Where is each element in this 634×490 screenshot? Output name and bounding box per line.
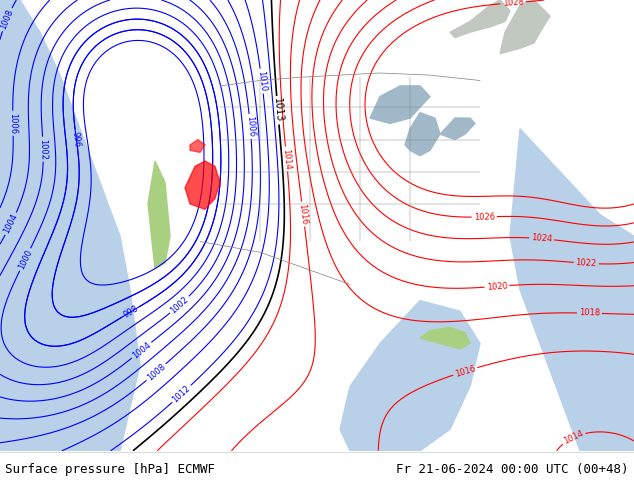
- Polygon shape: [500, 0, 550, 54]
- Text: 998: 998: [122, 304, 139, 320]
- Polygon shape: [370, 86, 430, 123]
- Text: 1008: 1008: [0, 8, 15, 31]
- Text: 1014: 1014: [281, 148, 292, 170]
- Polygon shape: [0, 0, 140, 451]
- Text: 1028: 1028: [502, 0, 524, 8]
- Text: 1006: 1006: [8, 113, 18, 134]
- Text: 1000: 1000: [16, 248, 34, 271]
- Text: 996: 996: [71, 131, 82, 148]
- Text: 1010: 1010: [256, 70, 268, 92]
- Text: Surface pressure [hPa] ECMWF: Surface pressure [hPa] ECMWF: [5, 464, 215, 476]
- Text: 1016: 1016: [454, 364, 477, 379]
- Text: 1018: 1018: [579, 308, 600, 318]
- Text: 1022: 1022: [576, 258, 597, 269]
- Polygon shape: [0, 236, 100, 451]
- Text: 1004: 1004: [131, 340, 153, 360]
- Polygon shape: [510, 129, 634, 451]
- Text: 1012: 1012: [171, 384, 192, 404]
- Text: 1006: 1006: [245, 116, 256, 137]
- Text: 1020: 1020: [486, 281, 508, 292]
- Polygon shape: [420, 327, 470, 349]
- Polygon shape: [440, 118, 475, 140]
- Polygon shape: [405, 113, 440, 156]
- Text: 1024: 1024: [531, 233, 552, 244]
- Text: 1004: 1004: [3, 212, 20, 235]
- Polygon shape: [190, 140, 205, 152]
- Text: 1026: 1026: [474, 212, 495, 221]
- Text: 1008: 1008: [145, 362, 167, 383]
- Text: 1014: 1014: [562, 429, 585, 446]
- Polygon shape: [148, 161, 170, 269]
- Text: Fr 21-06-2024 00:00 UTC (00+48): Fr 21-06-2024 00:00 UTC (00+48): [396, 464, 629, 476]
- Text: 1002: 1002: [39, 139, 48, 160]
- Polygon shape: [340, 300, 480, 451]
- Text: 1016: 1016: [297, 203, 309, 225]
- Polygon shape: [450, 0, 510, 38]
- Polygon shape: [185, 161, 220, 209]
- Text: 1013: 1013: [272, 98, 284, 123]
- Text: 1002: 1002: [169, 294, 190, 315]
